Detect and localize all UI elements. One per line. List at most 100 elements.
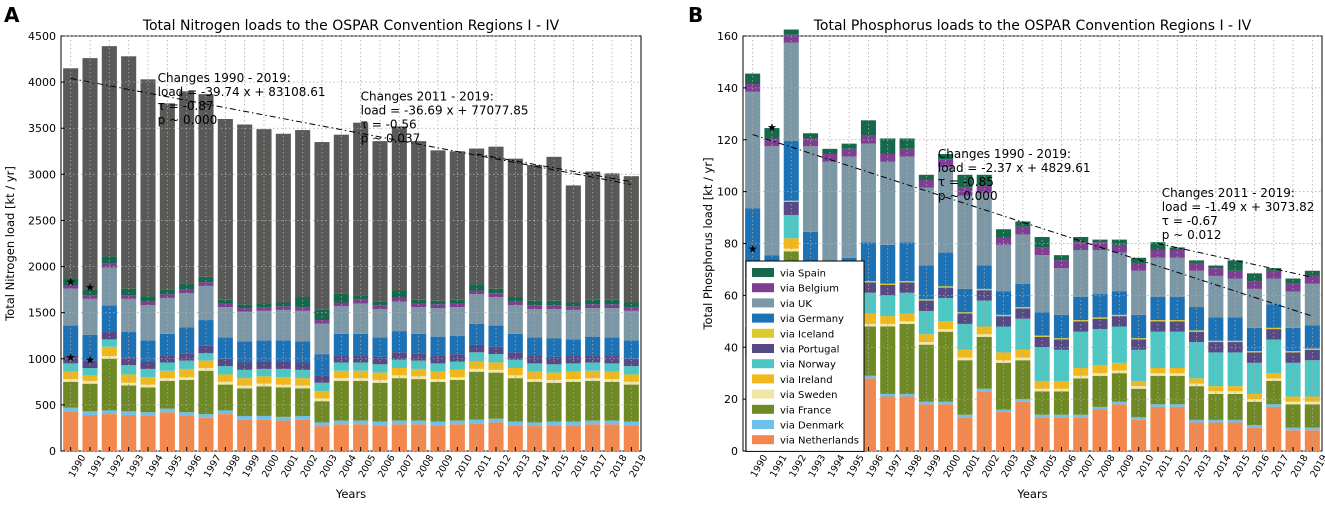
phosphorus-y-ticks: 0 20 40 60 80 100 120 140 160 (717, 30, 747, 458)
nitrogen-bar-2008-dk (411, 420, 427, 425)
nitrogen-bar-2018-nl (604, 424, 620, 451)
nitrogen-xtick-label-2000: 2000 (260, 453, 282, 479)
nitrogen-xtick-label-2016: 2016 (569, 453, 591, 479)
nitrogen-bar-2011-fr (469, 371, 485, 420)
nitrogen-bar-2012-uk (488, 296, 504, 326)
nitrogen-bar-2017-ie (585, 370, 601, 379)
phosphorus-bar-1990-uk (745, 91, 761, 209)
phosphorus-chart-title: Total Phosphorus loads to the OSPAR Conv… (813, 18, 1252, 34)
nitrogen-annotation-1-line-4: p ~ 0.000 (158, 113, 218, 127)
nitrogen-bar-1992-be (101, 263, 117, 268)
nitrogen-bar-2009-dk (430, 421, 446, 426)
phosphorus-xtick-label-2004: 2004 (1019, 453, 1041, 479)
phosphorus-bar-2017-be (1266, 270, 1282, 279)
nitrogen-xtick-label-1997: 1997 (202, 453, 224, 479)
phosphorus-bar-2015-fr (1227, 393, 1243, 420)
nitrogen-bar-2012-ie (488, 362, 504, 370)
nitrogen-bar-2017-pt (585, 355, 601, 363)
nitrogen-panel-letter: A (4, 3, 20, 27)
phosphorus-ytick-label-0: 0 (731, 445, 738, 458)
nitrogen-bar-2013-uk (507, 305, 523, 334)
phosphorus-bar-2003-fr (996, 362, 1012, 410)
phosphorus-bar-2010-se (1131, 386, 1147, 389)
nitrogen-bar-2009-de (430, 336, 446, 357)
phosphorus-bar-2003-nl (996, 412, 1012, 451)
phosphorus-bar-2008-be (1092, 242, 1108, 250)
phosphorus-bar-2015-uk (1227, 278, 1243, 318)
nitrogen-bar-2007-ie (391, 368, 407, 376)
phosphorus-star-marker-1991-1: ★ (767, 121, 777, 134)
nitrogen-bar-2004-se (333, 378, 349, 381)
nitrogen-trend-annotation-1: Changes 1990 - 2019:load = -39.74 x + 83… (158, 71, 326, 127)
nitrogen-bar-2019-nl (623, 425, 639, 451)
nitrogen-bar-1997-nl (198, 417, 214, 451)
nitrogen-bar-1997-dk (198, 414, 214, 418)
phosphorus-bar-2006-nl (1053, 417, 1069, 451)
nitrogen-bar-2006-es (372, 301, 388, 306)
phosphorus-bar-2010-ie (1131, 380, 1147, 387)
nitrogen-xtick-label-2001: 2001 (279, 453, 301, 479)
nitrogen-bar-1994-es (140, 296, 156, 302)
nitrogen-bar-2012-rest (488, 146, 504, 289)
nitrogen-bar-1998-ie (217, 374, 233, 382)
nitrogen-bar-1994-uk (140, 305, 156, 341)
legend-label-pt: via Portugal (780, 345, 839, 356)
nitrogen-plot-area (60, 35, 642, 452)
nitrogen-bar-1998-fr (217, 384, 233, 411)
phosphorus-ytick-label-20: 20 (724, 393, 738, 406)
nitrogen-bar-2013-nl (507, 425, 523, 451)
phosphorus-bar-2010-be (1131, 262, 1147, 271)
phosphorus-bar-2016-no (1246, 362, 1262, 394)
phosphorus-xtick-label-1999: 1999 (922, 453, 944, 479)
phosphorus-bar-1999-no (918, 310, 934, 335)
legend-swatch-nl (752, 435, 774, 445)
legend-label-de: via Germany (780, 314, 844, 325)
nitrogen-bar-1999-uk (237, 311, 253, 342)
phosphorus-bar-1999-se (918, 342, 934, 345)
nitrogen-trend-line-1 (70, 77, 632, 185)
nitrogen-bar-1992-de (101, 305, 117, 333)
nitrogen-xtick-label-1999: 1999 (241, 453, 263, 479)
phosphorus-bar-2012-pt (1169, 321, 1185, 332)
nitrogen-bar-2014-no (527, 363, 543, 372)
phosphorus-bar-1992-se (783, 248, 799, 252)
nitrogen-bar-2002-uk (295, 310, 311, 342)
phosphorus-bar-2015-es (1227, 260, 1243, 271)
nitrogen-bar-2003-es (314, 309, 330, 321)
phosphorus-star-marker-1990-1: ★ (748, 243, 758, 256)
phosphorus-ytick-label-60: 60 (724, 289, 738, 302)
legend-swatch-dk (752, 420, 774, 429)
nitrogen-bar-1992-pt (101, 332, 117, 340)
nitrogen-bar-2019-uk (623, 310, 639, 341)
nitrogen-bar-1993-ie (121, 374, 137, 383)
nitrogen-bar-1993-uk (121, 298, 137, 333)
phosphorus-bar-2019-se (1304, 401, 1320, 405)
phosphorus-bar-2002-es (976, 174, 992, 186)
nitrogen-bar-2002-fr (295, 388, 311, 416)
nitrogen-bar-2000-nl (256, 419, 272, 451)
nitrogen-annotation-2-line-3: τ = -0.56 (361, 118, 417, 132)
nitrogen-bar-2012-be (488, 293, 504, 297)
nitrogen-ytick-label-4500: 4500 (28, 30, 56, 43)
phosphorus-bar-2012-no (1169, 331, 1185, 368)
phosphorus-trend-annotation-2: Changes 2011 - 2019:load = -1.49 x + 307… (1162, 186, 1315, 242)
phosphorus-bar-1999-is (918, 299, 934, 301)
nitrogen-bar-1995-se (159, 378, 175, 381)
nitrogen-bar-2012-fr (488, 372, 504, 419)
phosphorus-bar-1996-is (860, 281, 876, 283)
phosphorus-bar-2019-be (1304, 275, 1320, 284)
legend-swatch-ie (752, 374, 774, 384)
nitrogen-bar-2014-fr (527, 381, 543, 423)
phosphorus-xtick-label-2003: 2003 (1000, 453, 1022, 479)
nitrogen-bar-1999-es (237, 304, 253, 309)
phosphorus-chart: B Total Phosphorus loads to the OSPAR Con… (688, 3, 1325, 501)
nitrogen-bar-2002-no (295, 369, 311, 379)
nitrogen-bar-2009-uk (430, 308, 446, 337)
legend-label-es: via Spain (780, 269, 826, 280)
nitrogen-bar-2013-fr (507, 378, 523, 422)
nitrogen-xtick-label-2008: 2008 (415, 453, 437, 479)
nitrogen-bar-1996-se (179, 377, 195, 380)
phosphorus-xtick-label-2000: 2000 (942, 453, 964, 479)
nitrogen-bar-2014-be (527, 305, 543, 309)
nitrogen-bar-1996-dk (179, 412, 195, 416)
